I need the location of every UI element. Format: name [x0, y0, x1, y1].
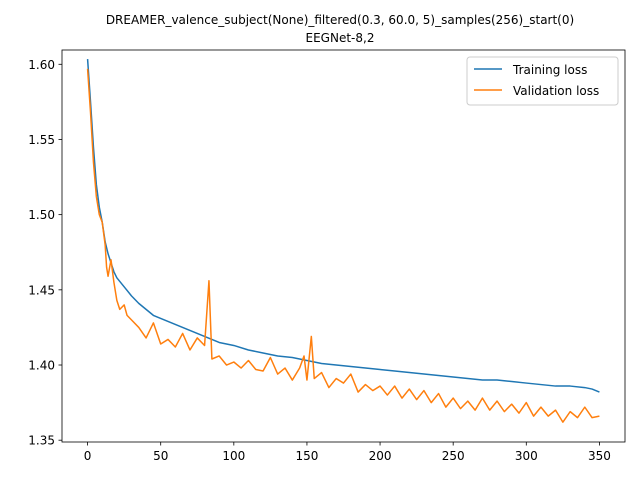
plot-frame — [61, 49, 626, 443]
y-tick-label: 1.60 — [28, 58, 55, 72]
series-line-training-loss — [86, 58, 600, 393]
series-layer — [86, 58, 600, 423]
y-tick-label: 1.45 — [28, 283, 55, 297]
x-tick-label: 0 — [84, 449, 92, 463]
x-tick-label: 350 — [588, 449, 611, 463]
series-line-validation-loss — [86, 68, 600, 423]
ticks-layer: 0 50 100 150 200 250 300 350 1.35 1.40 1.45 1.50 1.5… — [28, 58, 611, 463]
y-tick-label: 1.50 — [28, 208, 55, 222]
x-tick-label: 200 — [369, 449, 392, 463]
x-tick-label: 50 — [153, 449, 168, 463]
x-tick-label: 300 — [515, 449, 538, 463]
chart-title: DREAMER_valence_subject(None)_filtered(0… — [106, 13, 574, 27]
chart-subtitle: EEGNet-8,2 — [306, 31, 375, 45]
x-tick-label: 150 — [295, 449, 318, 463]
x-tick-label: 250 — [442, 449, 465, 463]
legend-box — [466, 56, 619, 106]
legend: Training loss Validation loss — [466, 56, 619, 106]
legend-label-training: Training loss — [512, 63, 587, 77]
y-tick-label: 1.40 — [28, 359, 55, 373]
y-tick-label: 1.55 — [28, 133, 55, 147]
y-tick-label: 1.35 — [28, 434, 55, 448]
x-tick-label: 100 — [222, 449, 245, 463]
legend-label-validation: Validation loss — [513, 84, 599, 98]
